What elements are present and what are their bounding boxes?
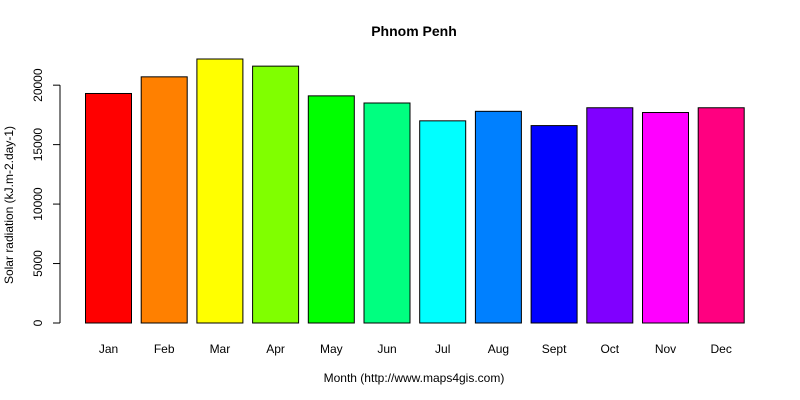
y-tick-label: 10000 [31,187,45,221]
bar-jul [419,120,467,324]
bar-mar [196,58,244,324]
x-tick-label: Apr [266,342,285,356]
bar-may [307,95,355,324]
bar-nov [642,112,689,324]
x-tick-label: Jan [99,342,118,356]
x-tick-labels: Jan Feb Mar Apr May Jun Jul Aug Sept Oct Nov Dec [99,342,732,356]
x-tick-label: Feb [154,342,175,356]
x-tick-label: May [320,342,343,356]
y-tick-label: 0 [31,319,45,326]
x-tick-label: Nov [655,342,676,356]
y-tick-label: 5000 [31,250,45,277]
x-tick-label: Sept [542,342,567,356]
bar-sept [530,125,578,324]
y-axis-label: Solar radiation (kJ.m-2.day-1) [2,126,16,284]
y-tick-label: 15000 [31,128,45,162]
bars-group [85,58,745,324]
y-axis: 0 5000 10000 15000 20000 [31,68,61,326]
bar-aug [474,110,522,324]
bar-feb [140,76,188,324]
bar-oct [586,107,634,324]
x-tick-label: Mar [210,342,231,356]
bar-apr [252,65,300,324]
bar-dec [697,107,745,324]
y-tick-label: 20000 [31,68,45,102]
bar-jun [363,102,411,324]
bar-jan [85,92,132,324]
x-tick-label: Dec [711,342,732,356]
x-tick-label: Oct [600,342,619,356]
x-tick-label: Aug [488,342,509,356]
chart-title: Phnom Penh [371,23,457,39]
x-axis-label: Month (http://www.maps4gis.com) [324,371,505,385]
x-tick-label: Jul [435,342,450,356]
x-tick-label: Jun [377,342,396,356]
